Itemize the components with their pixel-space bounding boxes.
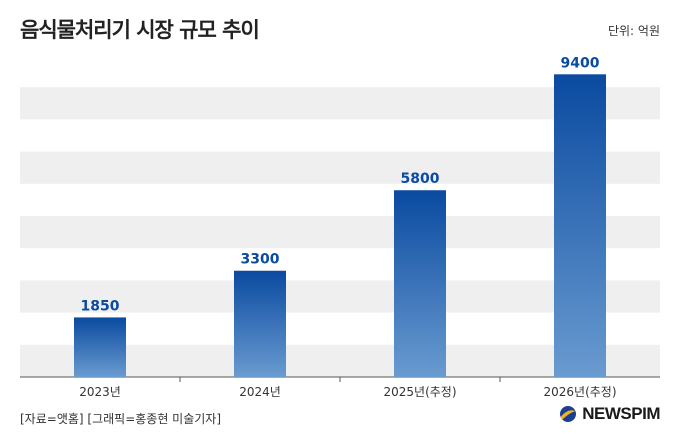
newspim-logo: NEWSPIM: [559, 404, 660, 424]
source-credit: [자료=앳홈] [그래픽=홍종현 미술기자]: [20, 412, 222, 426]
chart-title: 음식물처리기 시장 규모 추이: [20, 18, 260, 42]
x-tick-label: 2026년(추정): [543, 385, 616, 399]
data-label: 3300: [241, 252, 280, 268]
grid-band: [20, 216, 660, 249]
grid-band: [20, 280, 660, 313]
newspim-logo-icon: [560, 406, 577, 422]
bar: [234, 270, 286, 377]
unit-label: 단위: 억원: [607, 24, 660, 38]
data-label: 5800: [401, 171, 440, 187]
x-tick-label: 2023년: [79, 385, 121, 399]
bar: [554, 74, 606, 377]
newspim-logo-text: NEWSPIM: [582, 404, 660, 423]
grid-band: [20, 344, 660, 377]
bar: [74, 317, 126, 377]
x-tick-label: 2025년(추정): [383, 385, 456, 399]
data-label: 9400: [561, 55, 600, 71]
grid-band: [20, 87, 660, 120]
grid-band: [20, 151, 660, 184]
data-label: 1850: [81, 298, 120, 314]
bar: [394, 190, 446, 377]
x-tick-label: 2024년: [239, 385, 281, 399]
